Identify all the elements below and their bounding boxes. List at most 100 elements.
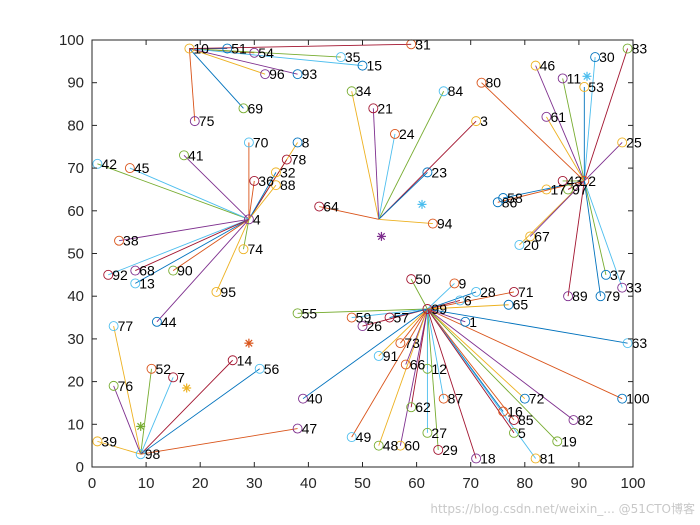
y-tick-label: 40 bbox=[67, 288, 84, 305]
edge-4-41 bbox=[183, 154, 250, 220]
edge-99-87 bbox=[426, 308, 445, 399]
point-label-85: 85 bbox=[518, 412, 534, 428]
edge-4-90 bbox=[172, 218, 250, 271]
point-96 bbox=[260, 69, 271, 80]
edge-99-82 bbox=[427, 308, 574, 421]
point-label-49: 49 bbox=[356, 429, 372, 445]
point-45 bbox=[124, 163, 135, 174]
point-17 bbox=[541, 184, 552, 195]
point-67 bbox=[525, 231, 536, 242]
point-94 bbox=[427, 218, 438, 229]
x-tick-label: 0 bbox=[88, 475, 96, 492]
point-36 bbox=[249, 175, 260, 186]
edge-22-34 bbox=[351, 91, 380, 220]
center-22-marker bbox=[376, 231, 386, 241]
point-label-48: 48 bbox=[383, 438, 399, 454]
edge-2-25 bbox=[583, 142, 623, 182]
edge-4-95 bbox=[216, 219, 250, 293]
point-label-55: 55 bbox=[302, 305, 318, 321]
edge-4-45 bbox=[129, 167, 250, 220]
point-80 bbox=[476, 77, 487, 88]
point-label-69: 69 bbox=[247, 100, 263, 116]
point-52 bbox=[146, 363, 157, 374]
point-53 bbox=[579, 82, 590, 92]
x-tick-label: 80 bbox=[516, 475, 533, 492]
point-label-98: 98 bbox=[145, 446, 161, 462]
point-label-61: 61 bbox=[550, 109, 566, 125]
point-42 bbox=[92, 158, 103, 169]
point-100 bbox=[617, 393, 628, 404]
point-59 bbox=[346, 312, 357, 323]
edge-98-52 bbox=[140, 368, 152, 455]
point-label-60: 60 bbox=[404, 438, 420, 454]
point-label-91: 91 bbox=[383, 348, 399, 364]
point-label-53: 53 bbox=[588, 79, 604, 95]
point-99 bbox=[422, 304, 433, 314]
point-label-80: 80 bbox=[486, 75, 502, 91]
x-tick-label: 100 bbox=[620, 475, 645, 492]
point-label-54: 54 bbox=[258, 45, 274, 61]
point-label-96: 96 bbox=[269, 66, 285, 82]
edge-22-24 bbox=[378, 133, 396, 220]
point-label-12: 12 bbox=[431, 361, 447, 377]
point-1 bbox=[460, 316, 471, 327]
point-30 bbox=[590, 52, 601, 63]
point-label-1: 1 bbox=[469, 314, 477, 330]
point-label-56: 56 bbox=[264, 361, 280, 377]
watermark-text: https://blog.csdn.net/weixin_... @51CTO博… bbox=[430, 501, 695, 516]
point-label-31: 31 bbox=[415, 36, 431, 52]
point-76 bbox=[108, 380, 119, 391]
x-tick-label: 90 bbox=[571, 475, 588, 492]
point-label-51: 51 bbox=[231, 41, 247, 57]
point-label-2: 2 bbox=[588, 173, 596, 189]
point-60 bbox=[395, 440, 406, 451]
edge-2-46 bbox=[535, 65, 585, 182]
point-2 bbox=[579, 175, 590, 186]
point-4 bbox=[243, 214, 254, 225]
point-label-9: 9 bbox=[458, 275, 466, 291]
point-label-8: 8 bbox=[302, 134, 310, 150]
edge-10-75 bbox=[188, 48, 196, 122]
point-88 bbox=[270, 180, 281, 191]
point-label-28: 28 bbox=[480, 284, 496, 300]
point-label-50: 50 bbox=[415, 271, 431, 287]
point-55 bbox=[292, 308, 303, 319]
edge-4-32 bbox=[248, 172, 277, 220]
point-14 bbox=[227, 355, 238, 366]
point-49 bbox=[346, 432, 357, 443]
point-label-21: 21 bbox=[377, 100, 393, 116]
point-label-46: 46 bbox=[540, 58, 556, 74]
edge-99-65 bbox=[427, 304, 509, 310]
point-label-76: 76 bbox=[118, 378, 134, 394]
point-69 bbox=[238, 103, 249, 114]
edge-22-3 bbox=[378, 120, 477, 220]
edge-98-14 bbox=[140, 359, 233, 455]
center-markers bbox=[136, 71, 592, 431]
edge-10-96 bbox=[189, 48, 266, 75]
point-label-86: 86 bbox=[502, 194, 518, 210]
point-label-44: 44 bbox=[161, 314, 177, 330]
point-3 bbox=[471, 116, 482, 127]
point-21 bbox=[368, 103, 379, 114]
edge-98-39 bbox=[97, 440, 141, 455]
edge-10-35 bbox=[189, 48, 341, 58]
point-label-3: 3 bbox=[480, 113, 488, 129]
point-35 bbox=[335, 52, 346, 63]
point-label-52: 52 bbox=[156, 361, 172, 377]
point-37 bbox=[601, 269, 611, 280]
x-tick-label: 10 bbox=[138, 475, 155, 492]
edge-99-60 bbox=[399, 308, 428, 446]
edge-2-79 bbox=[583, 180, 601, 297]
point-64 bbox=[314, 201, 325, 212]
edge-99-73 bbox=[400, 308, 428, 344]
edge-22-23 bbox=[378, 172, 428, 220]
point-48 bbox=[373, 440, 384, 451]
point-label-66: 66 bbox=[410, 357, 426, 373]
point-5 bbox=[509, 427, 519, 438]
edge-99-19 bbox=[427, 308, 558, 442]
x-tick-label: 50 bbox=[354, 475, 371, 492]
edge-99-72 bbox=[427, 308, 526, 400]
edge-98-7 bbox=[140, 377, 174, 455]
point-label-47: 47 bbox=[302, 421, 318, 437]
